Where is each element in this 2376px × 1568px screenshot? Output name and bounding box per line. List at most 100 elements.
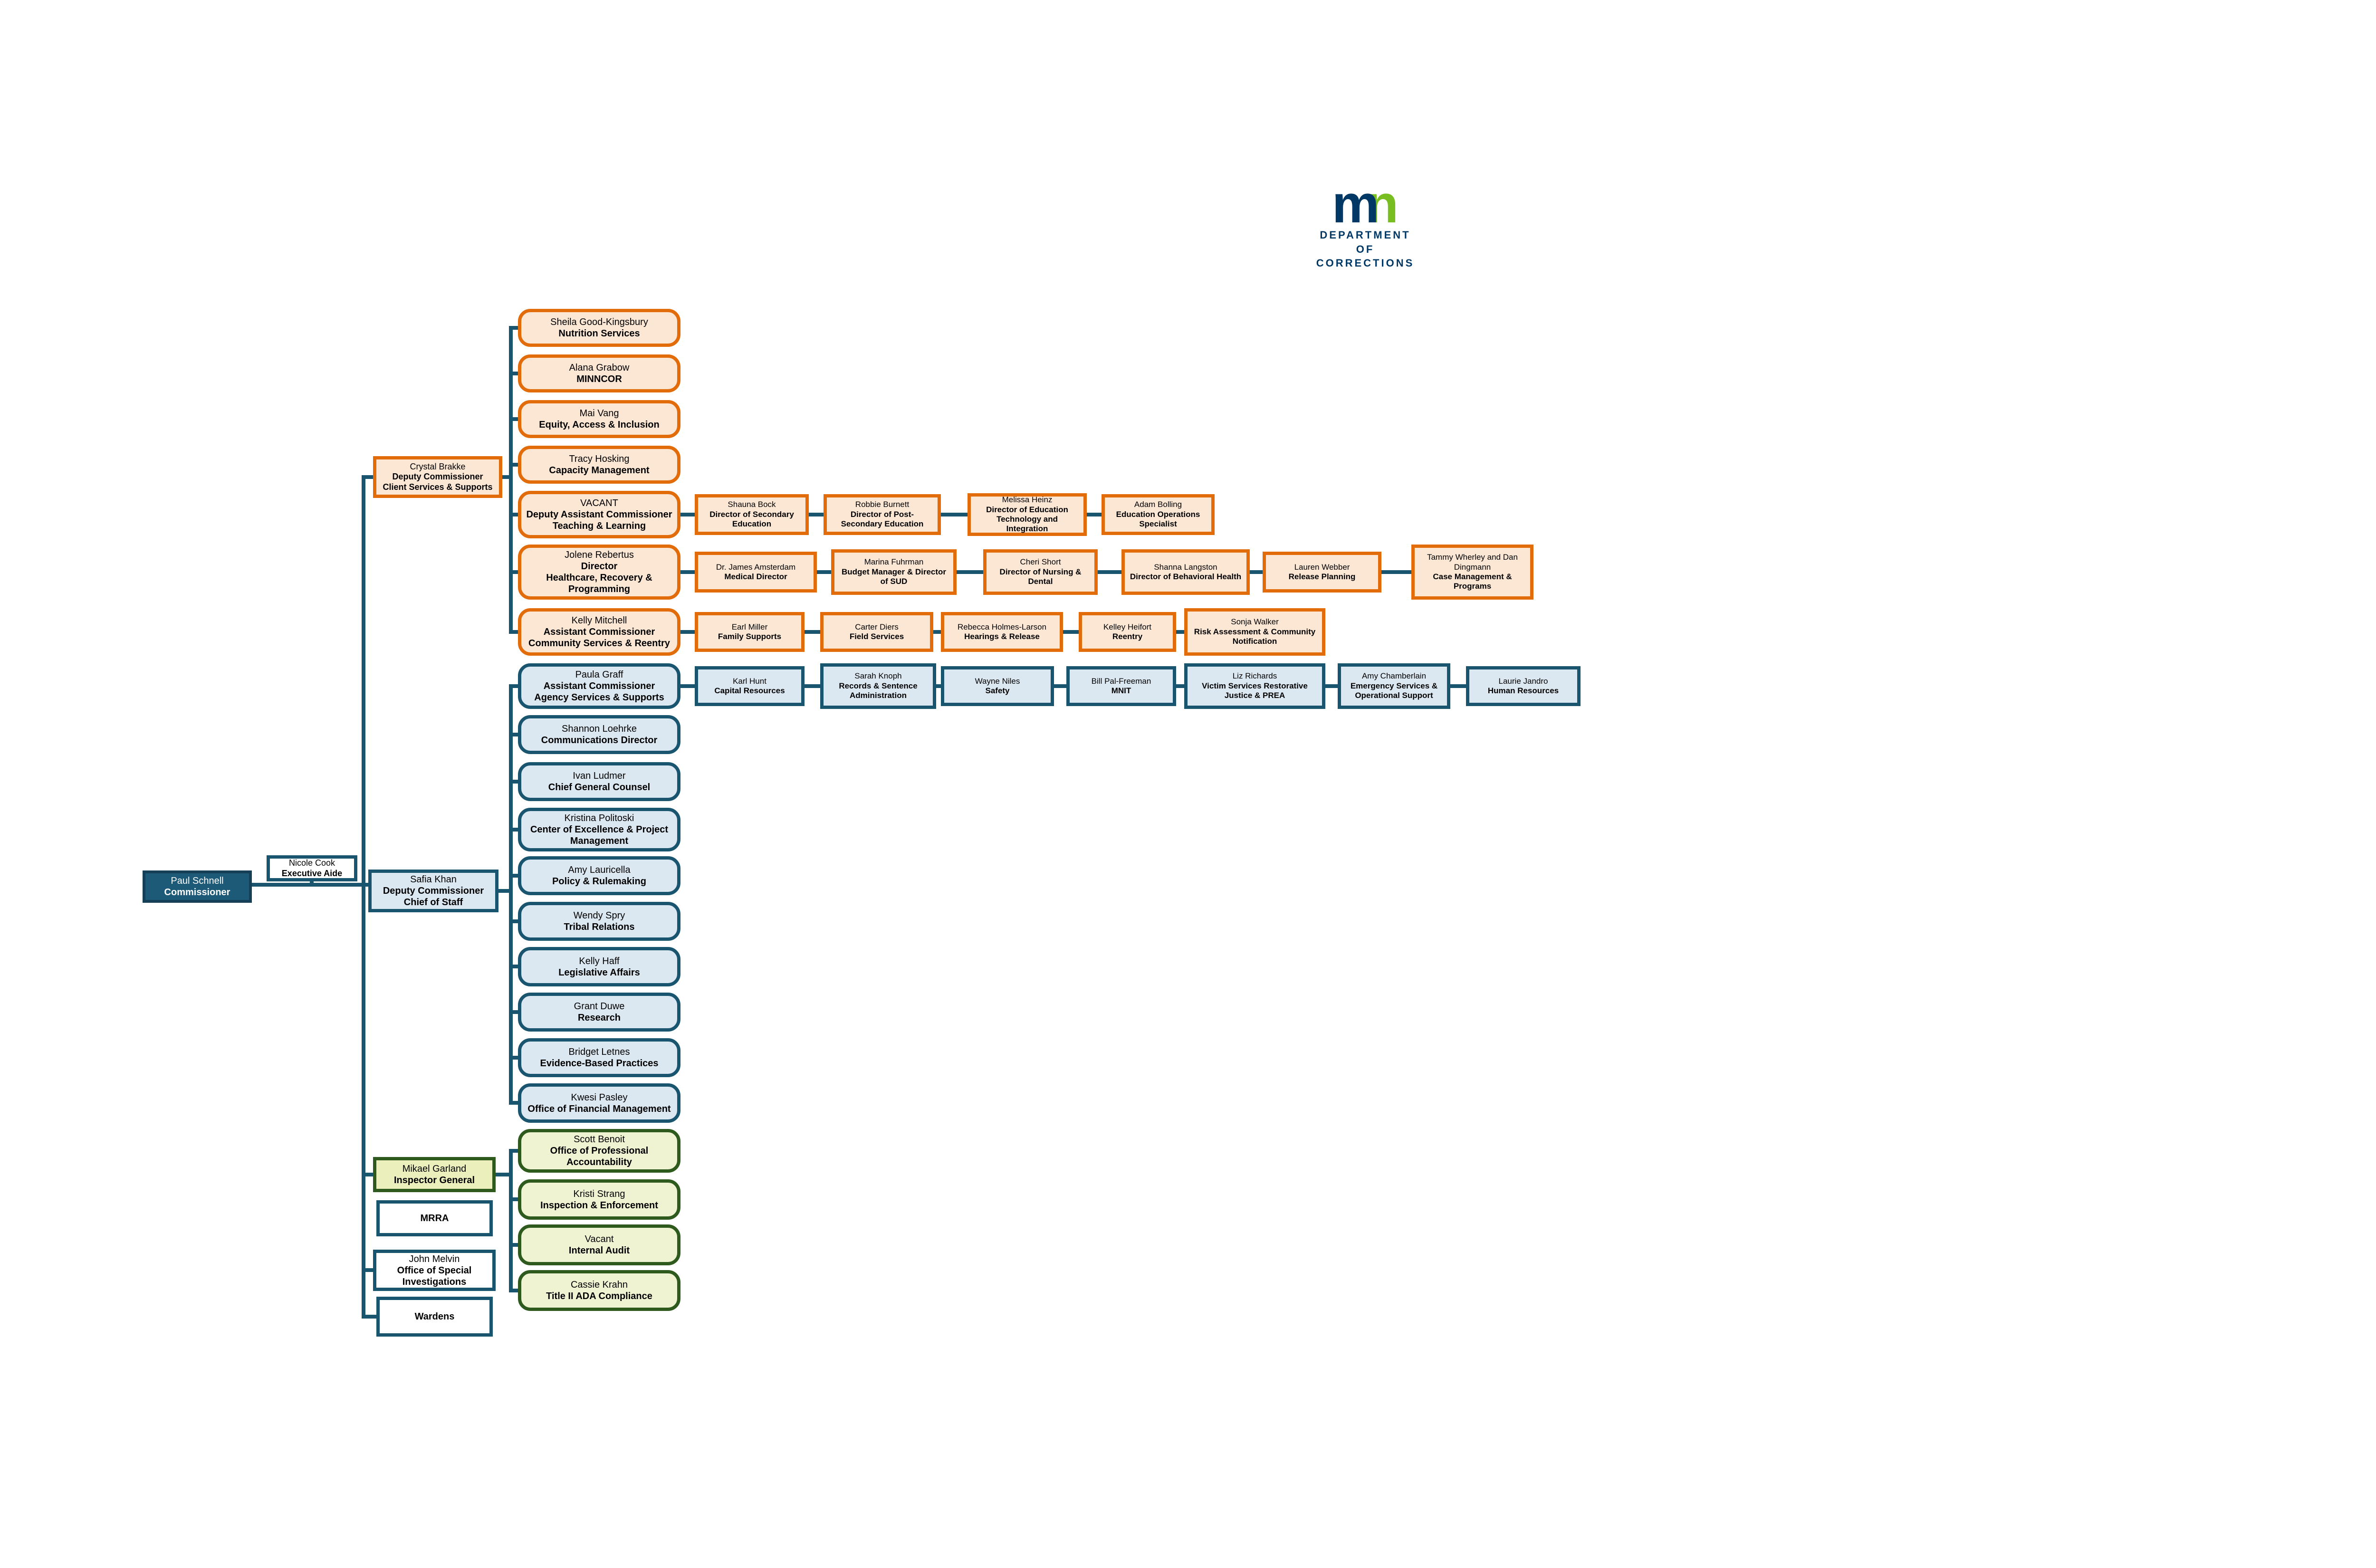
org-box-kristi: Kristi Strang Inspection & Enforcement: [518, 1179, 680, 1220]
unit-title: Tribal Relations: [564, 922, 635, 932]
person-name: Crystal Brakke: [410, 461, 466, 471]
connector-line: [310, 880, 314, 885]
connector-line: [933, 630, 941, 634]
unit-title: Deputy Commissioner: [383, 886, 484, 896]
connector-line: [509, 874, 519, 878]
org-box-wendy: Wendy Spry Tribal Relations: [518, 902, 680, 941]
unit-title: Evidence-Based Practices: [540, 1058, 659, 1069]
person-name: Bridget Letnes: [568, 1047, 630, 1057]
connector-line: [509, 463, 519, 467]
person-name: Carter Diers: [855, 622, 899, 631]
person-name: Kelley Heifort: [1103, 622, 1152, 631]
connector-line: [496, 1173, 509, 1176]
connector-line: [509, 513, 519, 516]
logo-letter-n: n: [1366, 174, 1399, 234]
unit-title: Office of Financial Management: [527, 1103, 671, 1114]
unit-title: Risk Assessment & Community Notification: [1194, 627, 1316, 646]
person-name: Melissa Heinz: [1002, 495, 1053, 505]
org-box-shannon: Shannon Loehrke Communications Director: [518, 715, 680, 754]
unit-title: Human Resources: [1487, 686, 1559, 695]
unit-title: Communications Director: [541, 735, 658, 746]
org-box-shanna: Shanna Langston Director of Behavioral He…: [1121, 549, 1250, 595]
connector-line: [509, 1243, 519, 1247]
mn-logo-mark-icon: mn: [1306, 178, 1425, 231]
person-name: Vacant: [584, 1234, 614, 1244]
org-box-marina: Marina Fuhrman Budget Manager & Director …: [831, 549, 957, 595]
unit-title: Education Operations Specialist: [1116, 509, 1200, 529]
unit-title: Records & Sentence Administration: [839, 681, 918, 700]
person-name: Wendy Spry: [573, 910, 625, 921]
org-box-mai: Mai Vang Equity, Access & Inclusion: [518, 400, 680, 438]
person-name: Nicole Cook: [288, 858, 335, 868]
unit-title: Community Services & Reentry: [528, 638, 670, 649]
connector-line: [362, 475, 374, 479]
org-box-alana: Alana Grabow MINNCOR: [518, 354, 680, 392]
connector-line: [680, 684, 695, 688]
connector-line: [362, 1315, 377, 1319]
person-name: Paul Schnell: [171, 876, 224, 886]
unit-title: Internal Audit: [568, 1245, 630, 1256]
person-name: Marina Fuhrman: [864, 557, 924, 567]
unit-title: Field Services: [849, 632, 904, 641]
person-name: Kelly Mitchell: [571, 615, 627, 626]
org-box-kwesi: Kwesi Pasley Office of Financial Manageme…: [518, 1083, 680, 1123]
person-name: Tammy Wherley and Dan Dingmann: [1427, 553, 1518, 572]
org-box-ivan: Ivan Ludmer Chief General Counsel: [518, 762, 680, 801]
logo-letter-m: m: [1332, 174, 1380, 234]
unit-title: Agency Services & Supports: [534, 692, 664, 703]
unit-title: Center of Excellence & Project Managemen…: [530, 824, 669, 846]
org-box-scott: Scott Benoit Office of Professional Accou…: [518, 1129, 680, 1173]
person-name: Cassie Krahn: [570, 1280, 628, 1290]
person-name: John Melvin: [409, 1253, 460, 1264]
org-box-kristina: Kristina Politoski Center of Excellence &…: [518, 808, 680, 851]
unit-title: Inspection & Enforcement: [540, 1200, 658, 1211]
unit-title: Chief of Staff: [403, 897, 463, 908]
org-box-sonja: Sonja Walker Risk Assessment & Community …: [1184, 608, 1325, 656]
unit-title: Budget Manager & Director of SUD: [841, 567, 947, 586]
org-box-rebecca: Rebecca Holmes-Larson Hearings & Release: [941, 612, 1063, 652]
person-name: Wardens: [414, 1311, 455, 1322]
connector-line: [509, 919, 519, 923]
org-box-earl: Earl Miller Family Supports: [695, 612, 805, 652]
org-box-safia: Safia Khan Deputy Commissioner Chief of St…: [368, 870, 498, 912]
person-name: Shauna Bock: [728, 500, 776, 509]
person-name: Kelly Haff: [579, 956, 620, 966]
connector-line: [941, 513, 968, 516]
unit-title: Director of Education Technology and Int…: [986, 505, 1068, 534]
connector-line: [362, 1268, 374, 1272]
org-box-vacant-ia: Vacant Internal Audit: [518, 1224, 680, 1265]
org-box-john: John Melvin Office of Special Investigati…: [373, 1250, 496, 1291]
org-box-mikael: Mikael Garland Inspector General: [373, 1157, 496, 1192]
unit-title: Title II ADA Compliance: [546, 1291, 652, 1301]
connector-line: [1176, 684, 1184, 688]
org-box-crystal: Crystal Brakke Deputy Commissioner Client …: [373, 456, 502, 498]
unit-title: Capacity Management: [549, 465, 650, 476]
person-name: Robbie Burnett: [855, 500, 910, 509]
org-box-bill: Bill Pal-Freeman MNIT: [1066, 666, 1176, 706]
person-name: Safia Khan: [410, 874, 457, 885]
connector-line: [509, 1101, 519, 1105]
unit-title: Director: [581, 561, 618, 572]
connector-line: [680, 513, 695, 516]
connector-line: [509, 1010, 519, 1014]
connector-line: [1054, 684, 1066, 688]
connector-line: [509, 965, 519, 968]
person-name: Ivan Ludmer: [573, 771, 626, 781]
person-name: Sheila Good-Kingsbury: [550, 317, 648, 327]
org-box-paula: Paula Graff Assistant Commissioner Agency …: [518, 663, 680, 709]
unit-title: Victim Services Restorative Justice & PR…: [1202, 681, 1308, 700]
connector-line: [1087, 513, 1102, 516]
unit-title: Safety: [985, 686, 1010, 695]
org-box-carter: Carter Diers Field Services: [820, 612, 933, 652]
org-box-shauna: Shauna Bock Director of Secondary Educati…: [695, 494, 809, 535]
connector-line: [509, 733, 519, 736]
org-box-cheri: Cheri Short Director of Nursing & Dental: [983, 549, 1098, 595]
unit-title: Capital Resources: [714, 686, 785, 695]
unit-title: Legislative Affairs: [558, 967, 640, 978]
connector-line: [251, 883, 368, 887]
unit-title: Hearings & Release: [964, 632, 1040, 641]
person-name: Alana Grabow: [569, 363, 630, 373]
logo-wordmark-line1: DEPARTMENT: [1320, 229, 1411, 241]
connector-line: [1325, 684, 1338, 688]
